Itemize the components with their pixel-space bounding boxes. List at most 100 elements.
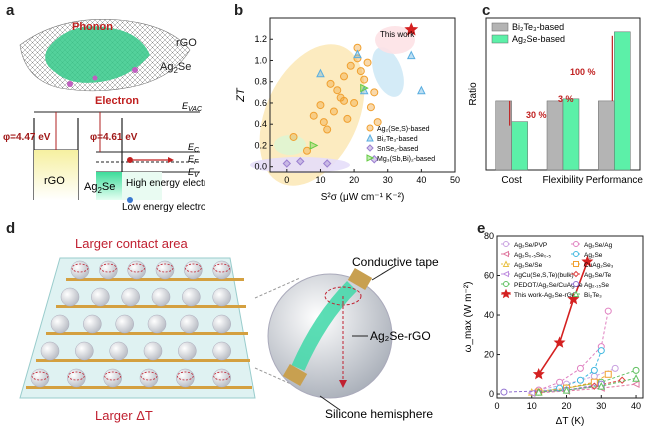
d-contact-ring	[184, 263, 202, 273]
d-electrode	[56, 305, 246, 308]
contact-area-label: Larger contact area	[75, 236, 189, 251]
e-point	[532, 367, 545, 380]
b-legend-entry: SnSe₂-based	[377, 146, 418, 153]
b-ytick-label: 1.2	[254, 34, 267, 44]
e-ytick-label: 0	[489, 389, 494, 399]
b-ytick-label: 0.8	[254, 77, 267, 87]
e-series-line	[531, 381, 602, 393]
b-point	[340, 72, 348, 81]
e-legend-marker	[572, 290, 580, 297]
b-point	[373, 118, 382, 127]
e-legend-entry: Ag₂Se/Ag	[584, 242, 613, 249]
d-sphere	[50, 314, 70, 334]
d-contact-ring	[67, 371, 85, 381]
e-point	[597, 347, 605, 355]
e-legend-marker	[573, 251, 579, 257]
pct-perf: 100 %	[570, 67, 596, 77]
c-category-label: Performance	[586, 175, 644, 186]
d-electrode	[36, 359, 250, 362]
e-legend-marker	[503, 281, 509, 287]
e-legend-entry: Ag₂S₀.₅Se₀.₅	[514, 252, 551, 259]
b-legend-marker	[366, 124, 374, 132]
d-sphere	[115, 314, 134, 334]
b-ytick-label: 0.0	[254, 162, 267, 172]
d-sphere	[212, 260, 231, 280]
b-ytick-label: 0.6	[254, 98, 267, 108]
c-bar	[511, 121, 528, 171]
e-point	[556, 384, 564, 392]
panel-e-letter: e	[477, 220, 486, 237]
chart-e: 0 10 20 30 40 0 20 40 60 80 ΔT (K) ω_max (W m⁻²) Ag…	[463, 231, 644, 427]
e-legend-marker	[573, 261, 579, 267]
e-xtick-label: 0	[494, 401, 499, 411]
b-point	[406, 50, 416, 60]
e-plot-frame	[496, 235, 644, 399]
c-bar	[614, 31, 631, 171]
e-ytick-label: 40	[484, 310, 494, 320]
panel-c-letter: c	[482, 2, 491, 19]
panel-d: d Larger contact area Larger ΔT Conducti…	[0, 218, 455, 434]
b-point	[366, 103, 375, 112]
b-point	[346, 61, 355, 70]
this-work-label: This work	[380, 30, 415, 39]
e-xtick-label: 30	[596, 401, 606, 411]
b-xtick-label: 10	[315, 175, 325, 185]
d-sphere	[139, 368, 159, 388]
d-sphere	[91, 287, 110, 307]
e-ytick-label: 80	[484, 231, 494, 241]
d-sphere	[212, 314, 231, 334]
b-ytick-label: 1.0	[254, 55, 267, 65]
c-category-label: Flexibility	[542, 175, 583, 186]
b-point	[353, 54, 362, 63]
e-point	[631, 380, 640, 388]
d-sphere	[109, 341, 128, 361]
d-contact-ring	[31, 371, 49, 381]
b-point	[309, 141, 319, 150]
b-plot-frame	[269, 17, 456, 173]
phi1-label: φ=4.47 eV	[3, 132, 51, 143]
b-point	[350, 98, 359, 107]
c-legend-swatch	[491, 22, 509, 32]
b-ytick-label: 0.4	[254, 119, 267, 129]
d-sphere	[121, 287, 140, 307]
e-series-line	[538, 377, 637, 393]
e-series-line	[531, 385, 602, 394]
e-series-line	[538, 311, 609, 391]
ec-label: EC	[188, 142, 200, 154]
chart-c: Cost Flexibility Performance Ratio Bi₂Te₃-ba…	[468, 17, 644, 186]
e-point	[576, 376, 584, 384]
e-point	[556, 378, 564, 386]
d-sphere	[83, 314, 102, 334]
b-legend-marker	[366, 144, 374, 152]
d-sphere	[75, 341, 94, 361]
pct-cost: 30 %	[526, 110, 547, 120]
e-legend-entry: Ag₂Se/Se	[514, 262, 543, 269]
rgo-label-top: rGO	[176, 37, 197, 49]
b-ylabel: ZT	[235, 87, 247, 103]
d-contact-ring	[104, 371, 122, 381]
b-point	[316, 68, 325, 78]
b-point	[343, 114, 352, 123]
b-point	[333, 86, 342, 95]
panel-a: a Phonon rGO Ag2Se Electron EVAC	[0, 0, 218, 215]
e-point	[562, 385, 571, 394]
panel-e: e 0 10 20 30 40 0 20 40 60 80 ΔT (K) ω_max (W m⁻²) …	[455, 218, 650, 434]
c-legend-entry: Bi₂Te₃-based	[512, 22, 564, 32]
d-contact-ring	[156, 263, 174, 273]
c-category-label: Cost	[501, 175, 522, 186]
electron-label: Electron	[95, 95, 139, 107]
d-sphere	[99, 260, 118, 280]
d-sphere	[143, 341, 163, 361]
low-energy-label: Low energy electron	[122, 202, 205, 213]
e-point	[632, 374, 640, 382]
panel-c: c Cost Flexibility Performance Ratio Bi₂Te₃-…	[468, 0, 650, 215]
c-bar	[562, 98, 580, 171]
e-legend-entry: PEDOT/Ag₂Se/CuAgSe	[514, 282, 583, 289]
b-point	[370, 88, 379, 97]
panel-a-figure: Phonon rGO Ag2Se Electron EVAC φ=4.47 eV…	[3, 19, 218, 213]
c-legend-swatch	[491, 34, 509, 44]
rgo-box-label: rGO	[44, 175, 65, 187]
b-point	[289, 132, 298, 141]
e-legend-entry: Ag₂Se/PVP	[514, 242, 547, 249]
d-contact-ring	[71, 263, 89, 273]
